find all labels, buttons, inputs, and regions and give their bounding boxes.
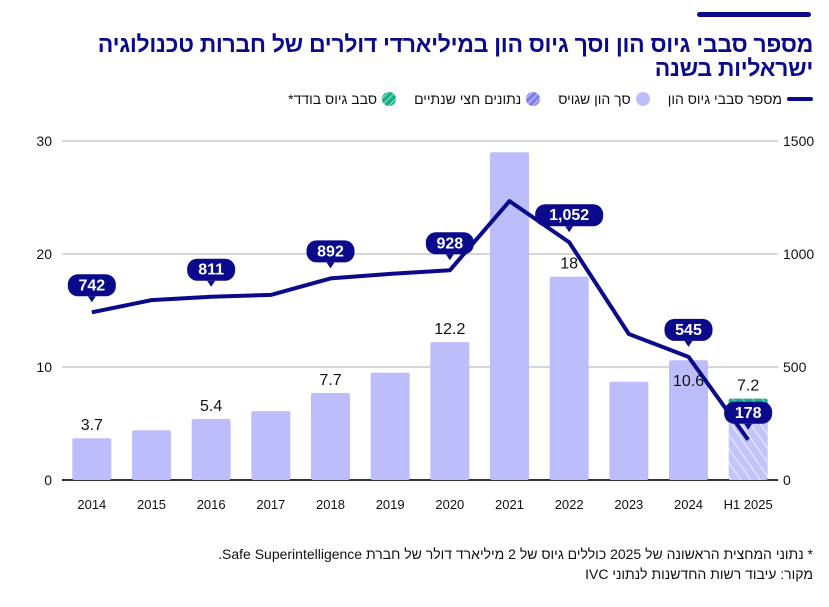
left-axis-tick-label: 20 — [36, 246, 52, 262]
bar-data-label: 10.6 — [673, 373, 704, 390]
bar-data-label: 18 — [560, 256, 578, 273]
capital-bar — [370, 372, 410, 480]
rounds-callout: 892 — [306, 240, 355, 269]
rounds-data-label: 1,052 — [549, 207, 589, 224]
capital-bar — [72, 438, 112, 480]
rounds-callout: 545 — [664, 318, 713, 347]
callout-pointer — [744, 423, 753, 430]
bar-data-label: 3.7 — [81, 417, 103, 434]
x-axis-tick-label: 2021 — [495, 497, 524, 512]
footnote: * נתוני המחצית הראשונה של 2025 כוללים גי… — [218, 546, 813, 562]
x-axis-tick-label: 2017 — [256, 497, 285, 512]
x-axis-tick-label: 2019 — [376, 497, 405, 512]
callout-pointer — [87, 296, 96, 303]
callout-pointer — [565, 226, 574, 233]
rounds-data-label: 892 — [317, 243, 344, 260]
x-axis-tick-label: 2014 — [77, 497, 106, 512]
callout-pointer — [445, 254, 454, 261]
callout-bubble — [724, 401, 773, 424]
capital-bar — [311, 392, 350, 480]
right-axis-tick-label: 500 — [783, 359, 807, 375]
x-axis-tick-label: 2023 — [614, 497, 643, 512]
legend-item-rounds: מספר סבבי גיוס הון — [668, 91, 813, 107]
right-axis-tick-label: 1000 — [783, 246, 814, 262]
callout-bubble — [306, 240, 355, 263]
legend: מספר סבבי גיוס הון סך הון שגויס נתונים ח… — [274, 91, 813, 107]
rounds-data-label: 545 — [675, 322, 702, 339]
capital-bar — [132, 430, 171, 480]
bar-data-label: 12.2 — [434, 321, 465, 338]
legend-line-swatch — [787, 97, 813, 101]
legend-label: נתונים חצי שנתיים — [414, 91, 522, 107]
capital-bar — [549, 276, 589, 480]
legend-item-capital: סך הון שגויס — [558, 91, 650, 107]
left-axis-tick-label: 0 — [44, 472, 52, 488]
source-note: מקור: עיבוד רשות החדשנות לנתוני IVC — [585, 566, 813, 582]
x-axis-tick-label: 2015 — [137, 497, 166, 512]
callout-pointer — [207, 280, 216, 287]
callout-pointer — [684, 340, 693, 347]
legend-item-single-round: סבב גיוס בודד* — [288, 91, 397, 107]
bar-data-label: 5.4 — [200, 398, 222, 415]
chart-title: מספר סבבי גיוס הון וסך גיוס הון במיליארד… — [97, 31, 814, 81]
callout-pointer — [326, 262, 335, 269]
left-axis-tick-label: 30 — [36, 133, 52, 149]
legend-label: מספר סבבי גיוס הון — [667, 91, 782, 107]
right-axis-tick-label: 1500 — [783, 133, 814, 149]
x-axis-tick-label: 2024 — [674, 497, 703, 512]
capital-bar — [609, 381, 649, 480]
capital-bar — [490, 152, 529, 481]
callout-bubble — [67, 274, 116, 297]
x-axis-tick-label: 2016 — [197, 497, 226, 512]
rounds-callout: 928 — [425, 232, 474, 261]
legend-hatched-swatch — [526, 92, 541, 106]
x-axis-tick-label: H1 2025 — [724, 497, 773, 512]
legend-item-half-year: נתונים חצי שנתיים — [414, 91, 541, 107]
capital-bar — [191, 418, 231, 480]
capital-bar — [251, 411, 291, 480]
left-axis-tick-label: 10 — [36, 359, 52, 375]
bar-data-label: 7.7 — [319, 372, 341, 389]
capital-bar — [728, 421, 768, 480]
legend-label: סך הון שגויס — [558, 91, 631, 107]
legend-label: סבב גיוס בודד* — [288, 91, 378, 107]
legend-dot-swatch — [635, 92, 650, 106]
combo-chart: 0 10 20 30 0 500 1000 1500 2014 2015 2016 2017 2018 2… — [36, 133, 814, 512]
rounds-callout: 742 — [67, 274, 116, 303]
callout-bubble — [187, 258, 236, 281]
callout-bubble — [425, 232, 474, 255]
right-axis-tick-label: 0 — [783, 472, 791, 488]
top-accent-bar — [697, 12, 811, 17]
x-axis-tick-label: 2022 — [555, 497, 584, 512]
capital-bar — [669, 360, 708, 480]
rounds-data-label: 928 — [436, 235, 463, 252]
rounds-data-label: 178 — [735, 405, 762, 422]
bar-data-label: 7.2 — [737, 378, 759, 395]
rounds-data-label: 811 — [198, 262, 224, 279]
x-axis-tick-label: 2018 — [316, 497, 345, 512]
x-axis-tick-label: 2020 — [435, 497, 464, 512]
capital-bar — [430, 342, 470, 480]
callout-bubble — [535, 204, 604, 227]
rounds-line — [91, 199, 750, 441]
callout-bubble — [664, 318, 713, 341]
rounds-data-label: 742 — [78, 277, 105, 294]
rounds-callout: 1,052 — [535, 204, 604, 233]
rounds-callout: 178 — [724, 401, 773, 430]
legend-hatched-swatch — [382, 92, 397, 106]
rounds-callout: 811 — [187, 258, 236, 287]
